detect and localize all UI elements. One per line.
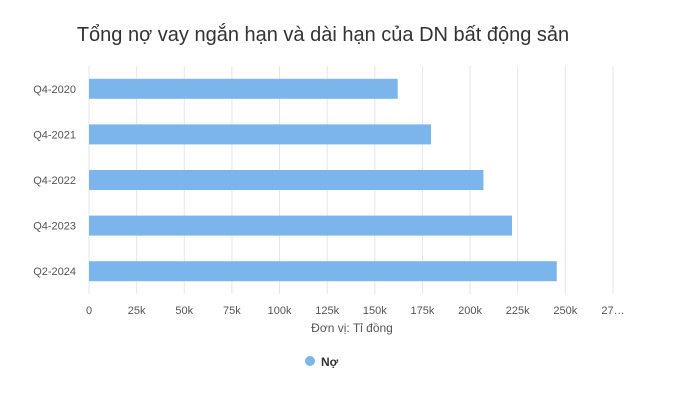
legend[interactable]: Nợ	[305, 355, 339, 369]
bar-q4-2021[interactable]	[89, 124, 432, 145]
x-tick-label: 125k	[315, 305, 339, 317]
x-tick-label: 225k	[506, 305, 530, 317]
chart-title: Tổng nợ vay ngắn hạn và dài hạn của DN b…	[77, 23, 569, 46]
x-tick-labels: 0 25k 50k 75k 100k 125k 150k 175k 200k 225k 250k 27…	[86, 305, 625, 317]
x-tick-label: 27…	[601, 305, 624, 317]
category-label: Q4-2021	[33, 129, 76, 141]
x-tick-label: 200k	[458, 305, 482, 317]
legend-label-no[interactable]: Nợ	[321, 355, 339, 369]
x-tick-label: 100k	[268, 305, 292, 317]
category-label: Q4-2022	[33, 175, 76, 187]
bar-q4-2022[interactable]	[89, 170, 484, 190]
bar-q4-2023[interactable]	[89, 215, 513, 236]
bar-q2-2024[interactable]	[89, 261, 557, 282]
x-tick-label: 250k	[553, 305, 577, 317]
category-label: Q4-2020	[33, 84, 76, 96]
x-tick-label: 150k	[363, 305, 387, 317]
category-labels: Q4-2020 Q4-2021 Q4-2022 Q4-2023 Q2-2024	[33, 84, 76, 278]
category-label: Q2-2024	[33, 266, 76, 278]
x-tick-label: 75k	[223, 305, 241, 317]
bars	[89, 78, 557, 282]
legend-marker-no[interactable]	[305, 356, 315, 366]
x-tick-label: 0	[86, 305, 92, 317]
bar-q4-2020[interactable]	[89, 78, 398, 99]
x-tick-label: 175k	[411, 305, 435, 317]
x-tick-label: 25k	[128, 305, 146, 317]
category-label: Q4-2023	[33, 221, 76, 233]
x-tick-label: 50k	[175, 305, 193, 317]
x-axis-title: Đơn vị: Tỉ đồng	[311, 321, 393, 335]
